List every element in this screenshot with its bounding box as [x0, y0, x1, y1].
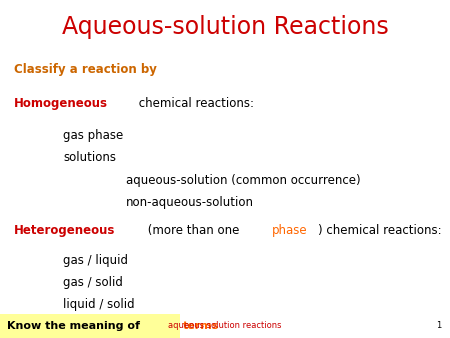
Text: gas phase: gas phase [63, 129, 123, 142]
FancyBboxPatch shape [0, 314, 180, 338]
Text: Homogeneous: Homogeneous [14, 97, 108, 110]
Text: (more than one: (more than one [144, 224, 243, 237]
Text: Classify a reaction by: Classify a reaction by [14, 63, 157, 76]
Text: phase: phase [272, 224, 308, 237]
Text: Heterogeneous: Heterogeneous [14, 224, 115, 237]
Text: liquid / solid: liquid / solid [63, 298, 135, 311]
Text: Know the meaning of: Know the meaning of [7, 321, 144, 331]
Text: 1: 1 [436, 321, 441, 330]
Text: ) chemical reactions:: ) chemical reactions: [318, 224, 442, 237]
Text: terms: terms [183, 321, 220, 331]
Text: solutions: solutions [63, 151, 116, 164]
Text: non-aqueous-solution: non-aqueous-solution [126, 196, 254, 209]
Text: chemical reactions:: chemical reactions: [135, 97, 254, 110]
Text: aqueous-solution (common occurrence): aqueous-solution (common occurrence) [126, 174, 360, 187]
Text: Aqueous-solution Reactions: Aqueous-solution Reactions [62, 15, 388, 39]
Text: gas / liquid: gas / liquid [63, 255, 128, 267]
Text: aqueous solution reactions: aqueous solution reactions [168, 321, 282, 330]
Text: gas / solid: gas / solid [63, 276, 123, 289]
